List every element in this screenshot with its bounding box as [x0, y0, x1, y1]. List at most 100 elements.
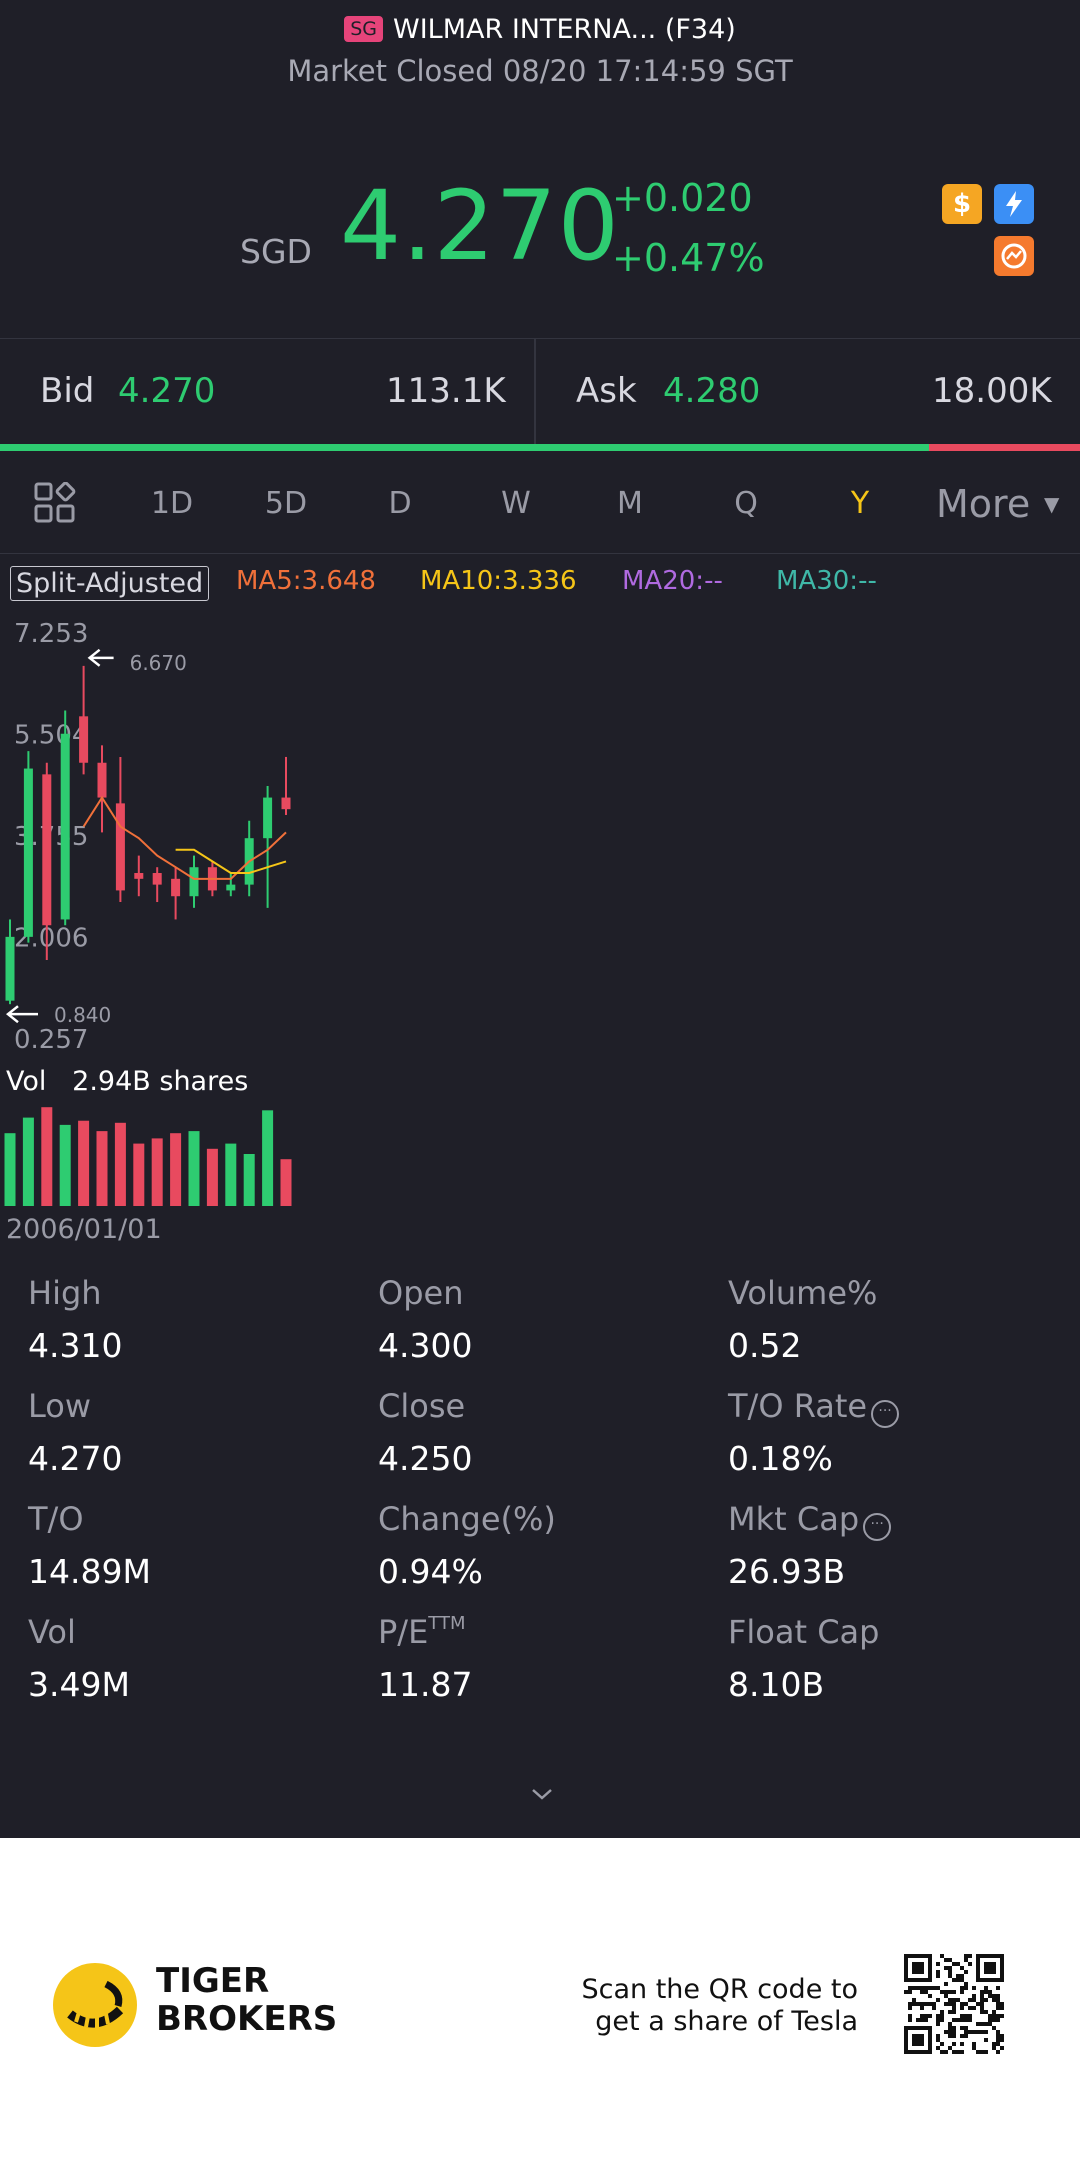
y-tick-label: 0.257	[14, 1025, 88, 1055]
volume-bar	[4, 1133, 16, 1206]
stock-name: WILMAR INTERNA... (F34)	[393, 14, 736, 45]
market-badge: SG	[344, 16, 384, 42]
bid-size: 113.1K	[386, 371, 506, 411]
tab-y[interactable]: Y	[850, 486, 870, 521]
currency-label: SGD	[240, 232, 312, 271]
more-info-icon[interactable]: ···	[871, 1400, 900, 1428]
candle-body	[226, 884, 236, 891]
bid-ratio-fill	[0, 444, 929, 451]
ma30-value: MA30:--	[776, 566, 877, 596]
stat-value-float-cap: 8.10B	[728, 1665, 825, 1704]
low-price-marker: 0.840	[54, 1003, 111, 1027]
volume-bar	[96, 1131, 108, 1206]
stat-label-high: High	[28, 1274, 102, 1312]
chart-circle-icon[interactable]	[994, 236, 1034, 276]
ask-label: Ask	[576, 371, 637, 411]
tab-m[interactable]: M	[617, 486, 643, 521]
stat-value-close: 4.250	[378, 1439, 473, 1478]
stat-label-change: Change(%)	[378, 1500, 556, 1538]
volume-bar	[188, 1131, 200, 1206]
price-change: +0.020	[612, 176, 753, 220]
stat-value-change: 0.94%	[378, 1552, 483, 1591]
stat-value-t-o: 14.89M	[28, 1552, 151, 1591]
high-price-marker: 6.670	[130, 651, 187, 675]
stat-label-float-cap: Float Cap	[728, 1613, 880, 1651]
caret-down-icon: ▼	[1044, 492, 1060, 516]
bid-ask-panel[interactable]: Bid 4.270 113.1K Ask 4.280 18.00K	[0, 338, 1080, 445]
candle-body	[134, 873, 144, 879]
volume-bar	[243, 1154, 255, 1206]
volume-bar	[78, 1120, 90, 1206]
pe-ttm-superscript: TTM	[428, 1613, 466, 1634]
candle-body	[281, 797, 291, 810]
stat-value-volume: 0.52	[728, 1326, 802, 1365]
volume-bar	[22, 1117, 34, 1206]
layout-grid-icon[interactable]	[34, 482, 76, 524]
indicator-row: Split-Adjusted MA5:3.648 MA10:3.336 MA20…	[0, 562, 1080, 606]
stats-grid: High 4.310 Open 4.300 Volume% 0.52 Low 4.270 Clo…	[0, 1266, 1080, 1716]
volume-bar	[206, 1148, 218, 1206]
stat-label-volume: Volume%	[728, 1274, 878, 1312]
volume-bar	[262, 1110, 274, 1206]
high-arrow-icon	[87, 648, 114, 667]
last-price: 4.270	[340, 170, 620, 282]
stat-label-mkt-cap: Mkt Cap ···	[728, 1500, 892, 1541]
volume-bar	[280, 1159, 292, 1206]
stat-label-close: Close	[378, 1387, 466, 1425]
stat-value-open: 4.300	[378, 1326, 473, 1365]
volume-bar	[41, 1107, 53, 1206]
bid-label: Bid	[40, 371, 95, 411]
ma20-value: MA20:--	[622, 566, 723, 596]
period-tabs: 1D 5D D W M Q Y More ▼	[0, 460, 1080, 554]
lightning-icon[interactable]	[994, 184, 1034, 224]
footer-banner: TIGER BROKERS Scan the QR code to get a …	[0, 1838, 1080, 2172]
candle-body	[115, 803, 125, 891]
candle-body	[152, 873, 162, 885]
tab-5d[interactable]: 5D	[264, 486, 308, 521]
candle-body	[23, 768, 33, 937]
volume-bar	[59, 1124, 71, 1206]
candle-body	[171, 878, 181, 897]
chart-start-date: 2006/01/01	[6, 1214, 162, 1245]
candle-body	[79, 716, 89, 763]
quote-header: SG WILMAR INTERNA... (F34) Market Closed …	[0, 0, 1080, 336]
stock-title[interactable]: SG WILMAR INTERNA... (F34)	[0, 14, 1080, 45]
bid-ask-ratio-bar	[0, 444, 1080, 451]
stat-label-t-o-rate: T/O Rate ···	[728, 1387, 900, 1428]
candle-body	[189, 867, 199, 897]
low-arrow-icon	[5, 1005, 38, 1024]
tab-1d[interactable]: 1D	[150, 486, 194, 521]
more-info-icon[interactable]: ···	[863, 1513, 892, 1541]
candle-body	[97, 762, 107, 798]
split-adjusted-toggle[interactable]: Split-Adjusted	[10, 566, 210, 601]
stat-value-high: 4.310	[28, 1326, 123, 1365]
volume-bar	[225, 1143, 237, 1206]
ma10-line	[175, 848, 287, 875]
candle-body	[263, 797, 273, 839]
dollar-icon[interactable]: $	[942, 184, 982, 224]
stat-label-vol: Vol	[28, 1613, 76, 1651]
ma10-value: MA10:3.336	[420, 566, 577, 596]
tab-w[interactable]: W	[501, 486, 531, 521]
stat-value-low: 4.270	[28, 1439, 123, 1478]
volume-bar	[133, 1143, 145, 1206]
stat-value-vol: 3.49M	[28, 1665, 130, 1704]
stat-value-mkt-cap: 26.93B	[728, 1552, 846, 1591]
market-status: Market Closed 08/20 17:14:59 SGT	[287, 54, 793, 88]
chevron-down-icon[interactable]	[530, 1782, 554, 1806]
tiger-logo-icon	[53, 1963, 137, 2047]
volume-bar	[151, 1138, 163, 1206]
tab-d[interactable]: D	[388, 486, 412, 521]
stat-label-low: Low	[28, 1387, 92, 1425]
candle-body	[60, 733, 70, 920]
ask-price: 4.280	[663, 371, 761, 411]
qr-code[interactable]	[904, 1954, 1004, 2054]
qr-finder	[912, 2034, 924, 2046]
tab-q[interactable]: Q	[734, 486, 758, 521]
candle-body	[5, 936, 15, 1001]
ma5-value: MA5:3.648	[236, 566, 376, 596]
ask-size: 18.00K	[932, 371, 1052, 411]
promo-text: Scan the QR code to get a share of Tesla	[581, 1974, 858, 2037]
more-tab[interactable]: More	[936, 482, 1031, 526]
